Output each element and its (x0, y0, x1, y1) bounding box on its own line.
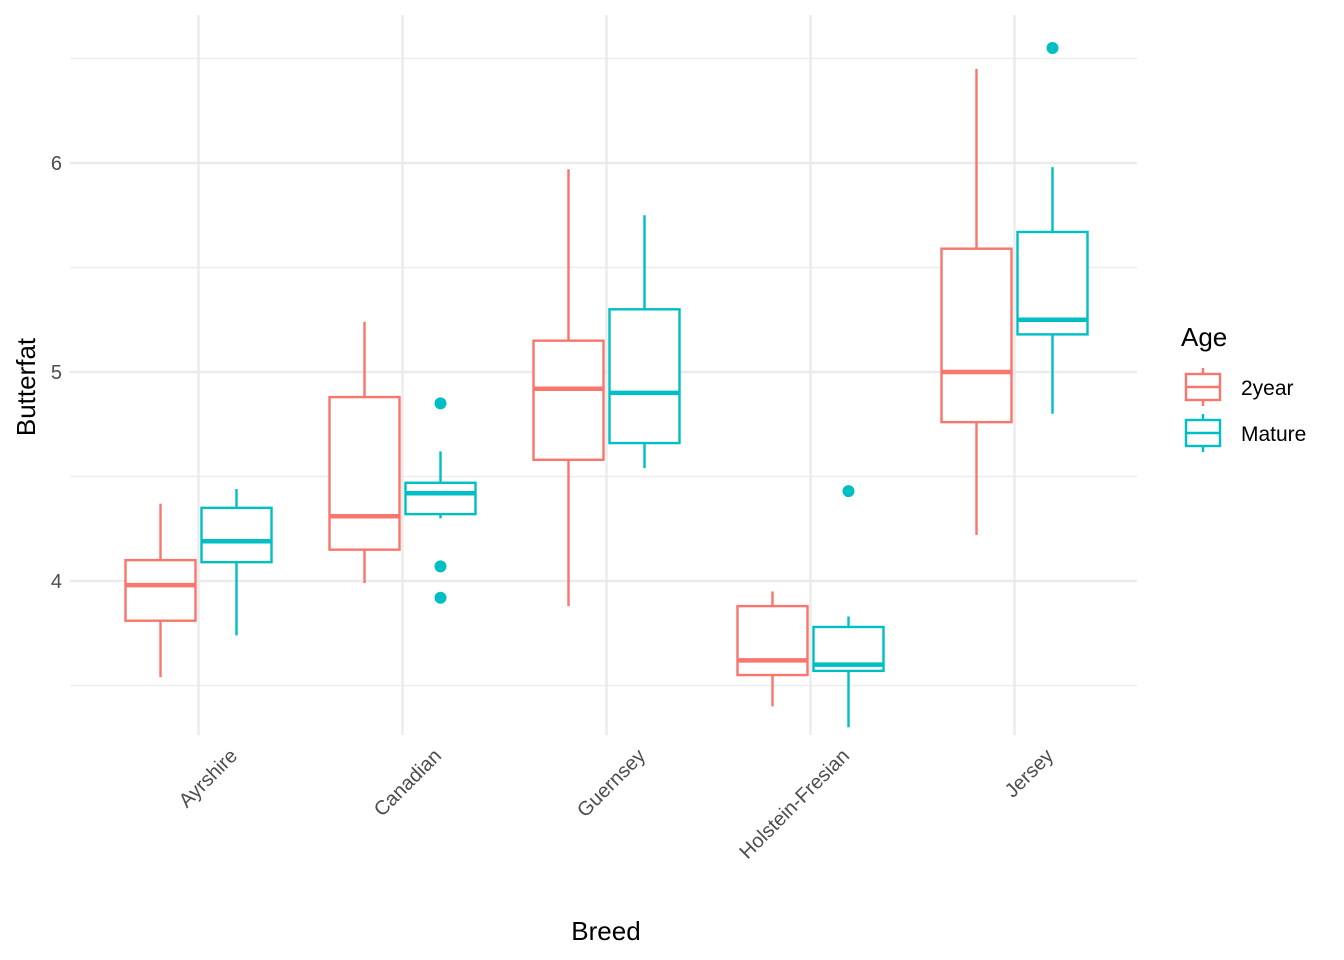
box-Mature-Holstein-Fresian (812, 485, 885, 728)
legend: Age 2year Mature (1181, 322, 1306, 452)
interquartile-box (328, 395, 401, 551)
y-axis-title: Butterfat (11, 337, 41, 436)
legend-label: Mature (1241, 423, 1306, 446)
x-tick-label: Guernsey (573, 745, 650, 822)
legend-key-Mature: Mature (1184, 414, 1306, 452)
interquartile-box (532, 339, 605, 461)
box-2year-Canadian (328, 321, 401, 584)
x-tick-label: Jersey (1001, 745, 1058, 802)
boxplot-marks (124, 42, 1089, 728)
y-tick-label: 4 (51, 571, 62, 593)
box-Mature-Guernsey (608, 215, 681, 469)
outlier-point (434, 591, 447, 604)
outlier-point (842, 485, 855, 498)
x-axis-ticks: Ayrshire Canadian Guernsey Holstein-Fresian… (175, 745, 1058, 864)
interquartile-box (404, 481, 477, 516)
interquartile-box (608, 308, 681, 445)
outlier-point (434, 397, 447, 410)
x-tick-label: Canadian (370, 745, 446, 821)
y-tick-label: 5 (51, 362, 62, 384)
box-Mature-Jersey (1016, 42, 1089, 414)
outlier-point (434, 560, 447, 573)
outlier-point (1046, 42, 1059, 55)
box-2year-Jersey (940, 68, 1013, 536)
box-Mature-Ayrshire (200, 489, 273, 636)
legend-key-2year: 2year (1184, 368, 1294, 406)
y-tick-label: 6 (51, 153, 62, 175)
box-Mature-Canadian (404, 397, 477, 604)
x-axis-title: Breed (571, 916, 640, 946)
interquartile-box (200, 506, 273, 564)
box-2year-Guernsey (532, 169, 605, 607)
legend-title: Age (1181, 322, 1227, 352)
interquartile-box (124, 558, 197, 622)
x-tick-label: Holstein-Fresian (736, 745, 855, 864)
box-2year-Holstein-Fresian (736, 591, 809, 707)
interquartile-box (940, 247, 1013, 424)
legend-label: 2year (1241, 377, 1294, 400)
interquartile-box (1016, 230, 1089, 336)
interquartile-box (736, 604, 809, 677)
y-axis-ticks: 4 5 6 (51, 153, 62, 593)
x-tick-label: Ayrshire (175, 745, 242, 812)
box-2year-Ayrshire (124, 503, 197, 678)
